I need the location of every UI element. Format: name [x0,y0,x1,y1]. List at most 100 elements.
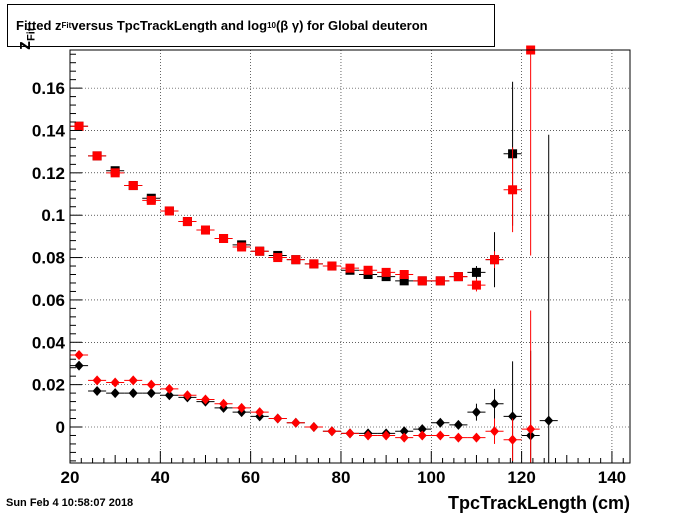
x-axis-label: TpcTrackLength (cm) [447,493,630,513]
data-point-diamond [128,388,138,399]
data-point-diamond [182,390,192,401]
data-point-square [146,195,156,205]
y-tick-label: 0.06 [32,291,65,310]
data-point-diamond [508,411,518,422]
data-point-square [309,259,319,269]
x-tick-label: 120 [507,468,535,487]
title-sub-10: 10 [267,21,276,30]
data-point-diamond [273,413,283,424]
data-point-diamond [435,430,445,441]
data-point-square [219,233,229,243]
data-point-diamond [363,430,373,441]
data-point-diamond [490,398,500,409]
data-point-square [381,267,391,277]
data-point-diamond [146,388,156,399]
y-axis-label-sub: Fit [25,27,38,41]
data-point-diamond [381,430,391,441]
data-point-square [363,265,373,275]
data-point-square [327,261,337,271]
data-point-square [128,181,138,191]
series-3 [70,310,540,463]
data-point-diamond [417,424,427,435]
data-point-square [453,272,463,282]
data-point-square [399,276,409,286]
data-point-diamond [255,407,265,418]
data-point-square [471,280,481,290]
title-prefix: Fitted z [16,18,62,33]
data-point-diamond [291,417,301,428]
x-tick-label: 140 [598,468,626,487]
data-point-diamond [164,390,174,401]
y-tick-label: 0 [56,418,65,437]
series-2 [70,134,558,463]
data-point-square [471,267,481,277]
title-sub-fit: Fit [61,21,72,30]
data-point-diamond [490,426,500,437]
data-point-square [255,246,265,256]
data-point-diamond [74,360,84,371]
y-tick-label: 0.12 [32,164,65,183]
data-point-diamond [399,426,409,437]
data-point-diamond [435,417,445,428]
data-point-diamond [544,415,554,426]
y-tick-label: 0.04 [32,333,66,352]
data-point-square [399,270,409,280]
title-middle: versus TpcTrackLength and log [71,18,268,33]
grid-lines [70,50,630,463]
data-point-diamond [453,419,463,430]
data-series [70,45,558,463]
data-point-square [92,151,102,161]
data-point-square [273,253,283,263]
data-point-square [237,242,247,252]
data-point-diamond [146,379,156,390]
data-point-diamond [219,398,229,409]
data-point-diamond [471,407,481,418]
data-point-square [490,255,500,265]
data-point-square [345,263,355,273]
data-point-square [182,217,192,227]
y-tick-label: 0.08 [32,249,65,268]
data-point-diamond [237,402,247,413]
data-point-diamond [200,394,210,405]
plot-border [69,49,631,464]
data-point-diamond [453,432,463,443]
data-point-diamond [110,377,120,388]
x-tick-label: 40 [151,468,170,487]
x-tick-label: 80 [332,468,351,487]
y-tick-label: 0.1 [41,206,65,225]
data-point-diamond [309,421,319,432]
y-tick-label: 0.16 [32,79,65,98]
data-point-square [508,185,518,195]
data-point-diamond [417,430,427,441]
x-tick-label: 20 [61,468,80,487]
data-point-diamond [526,424,536,435]
data-point-diamond [110,388,120,399]
data-point-diamond [164,383,174,394]
data-point-square [291,255,301,265]
data-point-square [164,206,174,216]
title-suffix: (β γ) for Global deuteron [275,18,428,33]
x-tick-label: 60 [241,468,260,487]
series-1 [70,45,540,292]
data-point-diamond [74,349,84,360]
axis-ticks: 20 40 60 80 100 120 140 0 0.02 0.04 0.06 0.08 0.1 0.1… [32,53,626,487]
chart-title: Fitted z Fit versus TpcTrackLength and lo… [7,4,495,47]
x-tick-label: 100 [417,468,445,487]
data-point-square [110,168,120,178]
data-point-diamond [92,385,102,396]
y-axis-label: zFit [14,27,38,50]
data-point-diamond [508,434,518,445]
data-point-diamond [399,432,409,443]
data-point-diamond [128,375,138,386]
plot-frame [69,49,631,464]
data-point-square [74,121,84,131]
y-tick-label: 0.02 [32,376,65,395]
data-point-diamond [327,426,337,437]
data-point-square [200,225,210,235]
data-point-diamond [345,428,355,439]
y-tick-label: 0.14 [32,121,66,140]
data-point-square [417,276,427,286]
data-point-diamond [92,375,102,386]
data-point-square [435,276,445,286]
